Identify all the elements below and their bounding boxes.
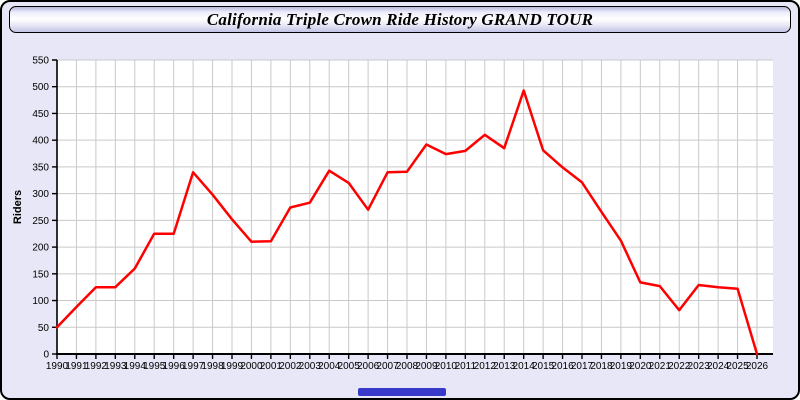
x-tick-label: 2019 bbox=[610, 361, 633, 372]
x-tick-label: 1995 bbox=[143, 361, 166, 372]
x-tick-label: 2001 bbox=[260, 361, 283, 372]
x-tick-label: 2024 bbox=[707, 361, 730, 372]
y-axis: 0 50 100 150 200 250 300 350 400 450 500 550 bbox=[32, 56, 57, 361]
x-tick-label: 2007 bbox=[376, 361, 399, 372]
x-tick-label: 1998 bbox=[201, 361, 224, 372]
y-tick-label: 150 bbox=[32, 269, 49, 280]
x-tick-label: 1991 bbox=[65, 361, 88, 372]
y-tick-label: 400 bbox=[32, 136, 49, 147]
y-tick-label: 550 bbox=[32, 56, 49, 67]
y-tick-label: 250 bbox=[32, 216, 49, 227]
x-tick-label: 2023 bbox=[688, 361, 711, 372]
x-tick-label: 1997 bbox=[182, 361, 205, 372]
title-bar: California Triple Crown Ride History GRA… bbox=[9, 6, 791, 33]
x-tick-label: 1993 bbox=[104, 361, 127, 372]
x-tick-label: 2025 bbox=[726, 361, 749, 372]
x-tick-label: 2020 bbox=[629, 361, 652, 372]
x-tick-label: 2011 bbox=[455, 361, 477, 372]
x-tick-label: 2002 bbox=[279, 361, 302, 372]
x-tick-label: 2018 bbox=[590, 361, 613, 372]
x-tick-label: 1996 bbox=[163, 361, 186, 372]
x-tick-label: 2022 bbox=[668, 361, 691, 372]
y-tick-label: 50 bbox=[38, 323, 50, 334]
y-tick-label: 500 bbox=[32, 82, 49, 93]
plot-area bbox=[57, 60, 773, 354]
x-tick-label: 2016 bbox=[551, 361, 574, 372]
x-tick-label: 2009 bbox=[415, 361, 438, 372]
x-tick-label: 2004 bbox=[318, 361, 341, 372]
x-tick-label: 2021 bbox=[649, 361, 672, 372]
x-tick-label: 2026 bbox=[746, 361, 769, 372]
x-tick-label: 2010 bbox=[435, 361, 458, 372]
gridlines bbox=[57, 59, 773, 354]
x-tick-label: 2014 bbox=[513, 361, 536, 372]
x-tick-label: 2000 bbox=[240, 361, 263, 372]
y-tick-label: 0 bbox=[43, 350, 49, 361]
page-title: California Triple Crown Ride History GRA… bbox=[206, 9, 594, 29]
y-tick-label: 450 bbox=[32, 109, 49, 120]
y-tick-label: 200 bbox=[32, 243, 49, 254]
axes bbox=[56, 60, 773, 355]
x-tick-label: 2013 bbox=[493, 361, 516, 372]
x-tick-label: 1994 bbox=[124, 361, 147, 372]
y-axis-title: Riders bbox=[12, 190, 24, 224]
x-tick-label: 2017 bbox=[571, 361, 594, 372]
y-tick-label: 350 bbox=[32, 162, 49, 173]
x-tick-label: 2008 bbox=[396, 361, 419, 372]
y-tick-label: 300 bbox=[32, 189, 49, 200]
y-tick-label: 100 bbox=[32, 296, 49, 307]
horizontal-scrollbar-thumb[interactable] bbox=[358, 388, 446, 396]
x-tick-label: 1999 bbox=[221, 361, 244, 372]
x-tick-label: 1992 bbox=[85, 361, 108, 372]
x-tick-label: 2005 bbox=[338, 361, 361, 372]
riders-series-line bbox=[55, 89, 759, 356]
x-tick-label: 2006 bbox=[357, 361, 380, 372]
x-tick-label: 2012 bbox=[474, 361, 497, 372]
x-tick-label: 2003 bbox=[299, 361, 322, 372]
x-axis: 1990199119921993199419951996199719981999… bbox=[46, 354, 769, 372]
x-tick-label: 1990 bbox=[46, 361, 69, 372]
x-tick-label: 2015 bbox=[532, 361, 555, 372]
